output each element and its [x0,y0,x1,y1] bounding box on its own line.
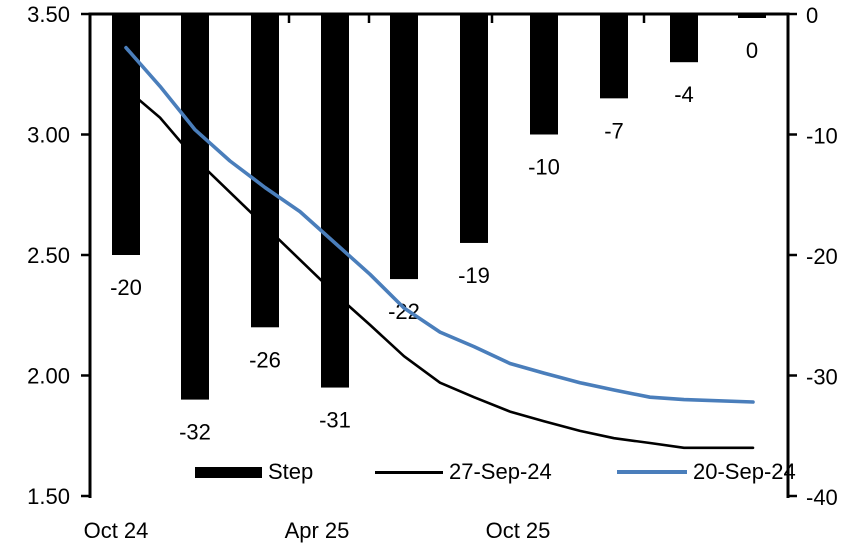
bar-step [251,14,279,328]
bar-value-label: -10 [528,155,560,180]
right-axis-label: -10 [806,124,838,149]
line-20-sep-24 [124,45,755,404]
bar-value-label: -19 [458,263,490,288]
bar-value-label: -20 [110,275,142,300]
right-axis-label: -30 [806,365,838,390]
bar-step [530,14,558,135]
bar-value-label: -26 [249,347,281,372]
bar-value-label: 0 [746,38,758,63]
left-axis-label: 3.50 [27,2,70,27]
x-axis-date-label: Oct 24 [84,518,149,543]
right-axis-label: -20 [806,244,838,269]
bar-step [600,14,628,99]
x-axis-date-label: Oct 25 [486,518,551,543]
bar-value-label: -4 [674,82,694,107]
bar-step [181,14,209,400]
left-axis-label: 2.00 [27,364,70,389]
bar-value-label: -31 [319,408,351,433]
bar-step [670,14,698,63]
bar-step [321,14,349,388]
bar-step [738,14,766,18]
right-axis-label: 0 [806,3,818,28]
bar-step [460,14,488,243]
left-axis-label: 1.50 [27,484,70,509]
right-axis-label: -40 [806,485,838,510]
bar-step [390,14,418,280]
bar-value-label: -22 [388,299,420,324]
line-27-sep-24 [124,87,755,450]
bar-value-label: -7 [604,118,624,143]
left-axis-label: 3.00 [27,123,70,148]
bar-step [112,14,140,255]
bar-value-label: -32 [179,420,211,445]
x-axis-date-label: Apr 25 [285,518,350,543]
left-axis-label: 2.50 [27,243,70,268]
